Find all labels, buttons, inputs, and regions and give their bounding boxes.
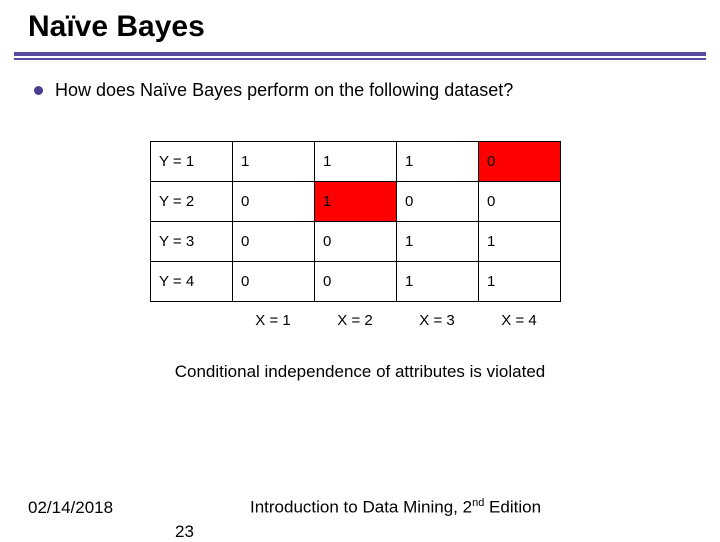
table-cell: 1	[397, 262, 479, 302]
bullet-icon	[34, 86, 43, 95]
table-cell-highlight: 0	[479, 142, 561, 182]
table-cell: 0	[233, 182, 315, 222]
table-cell: 0	[479, 182, 561, 222]
slide-title: Naïve Bayes	[0, 0, 720, 52]
footer-book: Introduction to Data Mining, 2nd Edition	[250, 497, 541, 518]
col-label: X = 4	[478, 304, 560, 336]
col-label: X = 3	[396, 304, 478, 336]
data-table-wrap: Y = 1 1 1 1 0 Y = 2 0 1 0 0 Y = 3 0 0 1 …	[150, 141, 720, 336]
footer-book-prefix: Introduction to Data Mining, 2	[250, 498, 472, 517]
bullet-row: How does Naïve Bayes perform on the foll…	[0, 60, 720, 101]
title-rule-thick	[14, 52, 706, 56]
col-label-row: X = 1 X = 2 X = 3 X = 4	[150, 304, 560, 336]
table-row: Y = 1 1 1 1 0	[151, 142, 561, 182]
col-label-spacer	[150, 304, 232, 336]
bullet-text: How does Naïve Bayes perform on the foll…	[55, 80, 513, 101]
table-cell: 0	[233, 262, 315, 302]
table-cell: 1	[479, 222, 561, 262]
footer-book-sup: nd	[472, 497, 484, 509]
table-cell-highlight: 1	[315, 182, 397, 222]
table-cell: 1	[397, 142, 479, 182]
table-cell: 0	[397, 182, 479, 222]
col-label: X = 1	[232, 304, 314, 336]
table-cell: 1	[233, 142, 315, 182]
page-number: 23	[175, 522, 194, 542]
table-row: Y = 2 0 1 0 0	[151, 182, 561, 222]
col-label: X = 2	[314, 304, 396, 336]
table-cell: 0	[233, 222, 315, 262]
table-cell: 1	[479, 262, 561, 302]
table-row: Y = 3 0 0 1 1	[151, 222, 561, 262]
footer-date: 02/14/2018	[28, 498, 113, 518]
table-cell: 0	[315, 262, 397, 302]
row-label: Y = 1	[151, 142, 233, 182]
table-cell: 0	[315, 222, 397, 262]
row-label: Y = 2	[151, 182, 233, 222]
table-cell: 1	[315, 142, 397, 182]
table-row: Y = 4 0 0 1 1	[151, 262, 561, 302]
data-table: Y = 1 1 1 1 0 Y = 2 0 1 0 0 Y = 3 0 0 1 …	[150, 141, 561, 302]
footer-book-suffix: Edition	[484, 498, 541, 517]
table-cell: 1	[397, 222, 479, 262]
caption-text: Conditional independence of attributes i…	[0, 362, 720, 382]
row-label: Y = 3	[151, 222, 233, 262]
row-label: Y = 4	[151, 262, 233, 302]
